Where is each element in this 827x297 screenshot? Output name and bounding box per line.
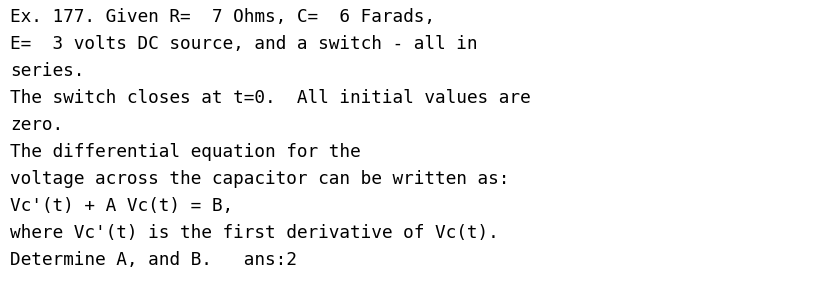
Text: where Vc'(t) is the first derivative of Vc(t).: where Vc'(t) is the first derivative of … bbox=[10, 224, 498, 242]
Text: zero.: zero. bbox=[10, 116, 63, 134]
Text: Ex. 177. Given R=  7 Ohms, C=  6 Farads,: Ex. 177. Given R= 7 Ohms, C= 6 Farads, bbox=[10, 8, 434, 26]
Text: Determine A, and B.   ans:2: Determine A, and B. ans:2 bbox=[10, 251, 297, 269]
Text: E=  3 volts DC source, and a switch - all in: E= 3 volts DC source, and a switch - all… bbox=[10, 35, 477, 53]
Text: The differential equation for the: The differential equation for the bbox=[10, 143, 361, 161]
Text: The switch closes at t=0.  All initial values are: The switch closes at t=0. All initial va… bbox=[10, 89, 530, 107]
Text: series.: series. bbox=[10, 62, 84, 80]
Text: Vc'(t) + A Vc(t) = B,: Vc'(t) + A Vc(t) = B, bbox=[10, 197, 233, 215]
Text: voltage across the capacitor can be written as:: voltage across the capacitor can be writ… bbox=[10, 170, 509, 188]
